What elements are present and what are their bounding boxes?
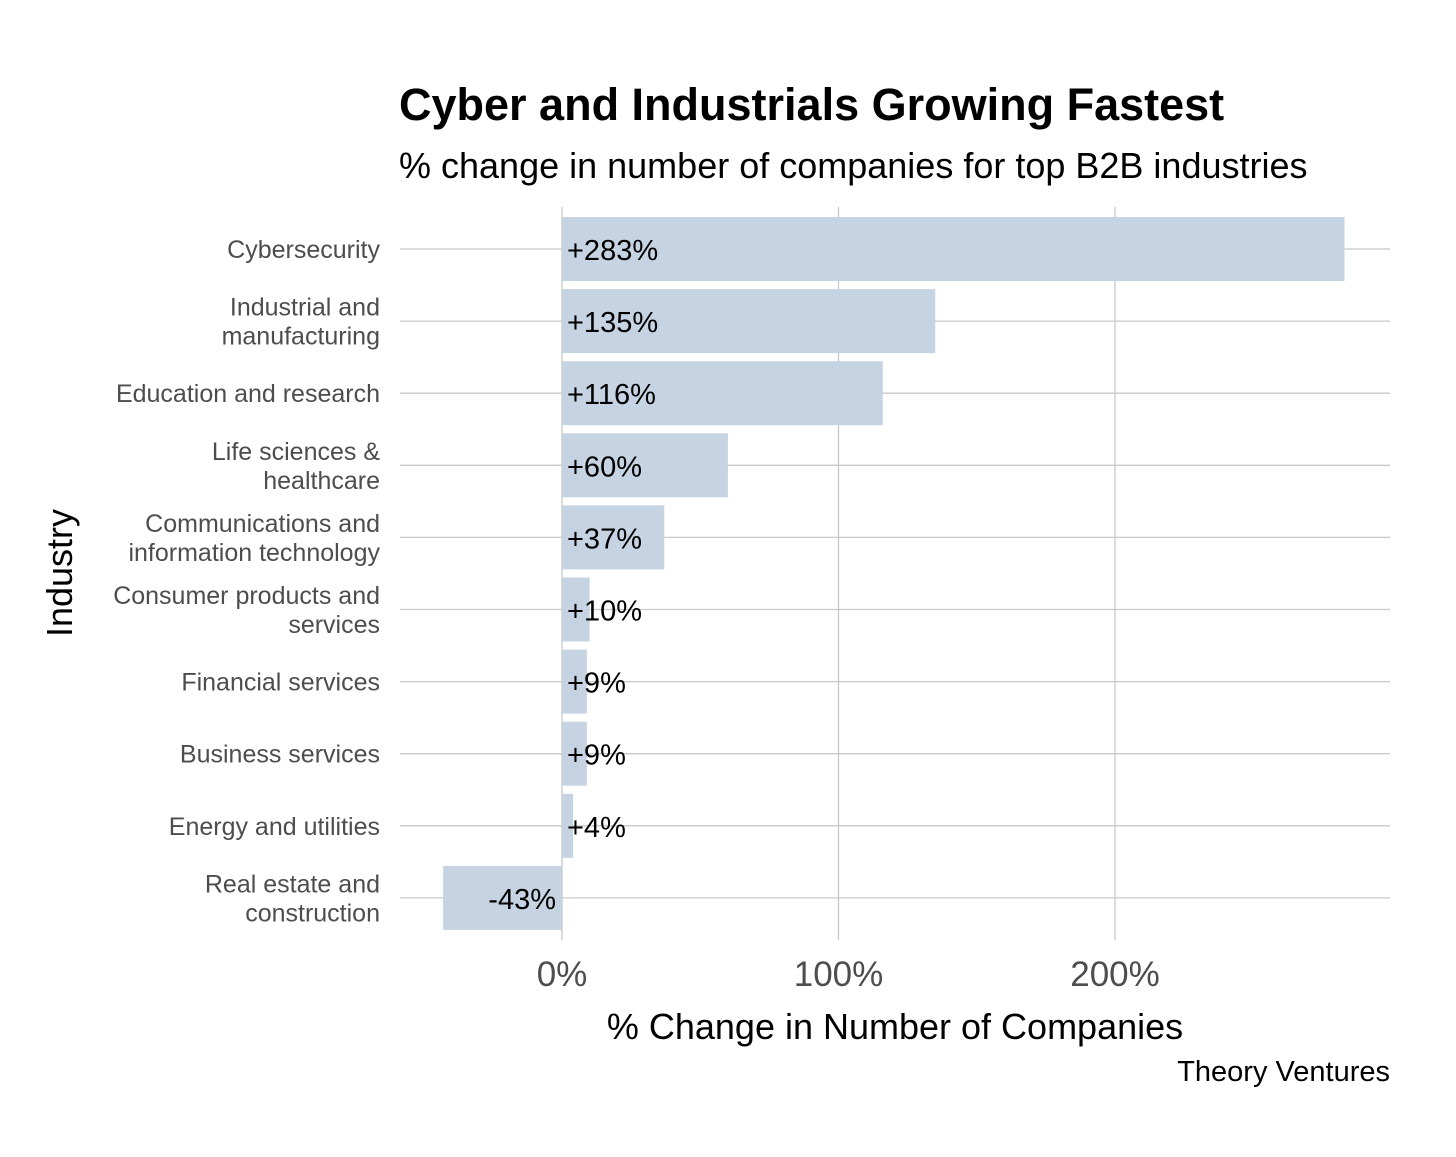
chart-caption: Theory Ventures (1177, 1056, 1390, 1088)
bar-layer (443, 217, 1345, 930)
x-tick-label: 200% (1070, 955, 1160, 994)
data-label: +9% (567, 740, 626, 772)
category-label: Industrial and (230, 294, 380, 322)
category-label: Consumer products and (113, 582, 380, 610)
bar (562, 217, 1345, 281)
bar (562, 289, 936, 354)
x-tick-labels: 0% 100% 200% (537, 955, 1160, 994)
category-label: Business services (180, 741, 380, 769)
category-label: Financial services (181, 669, 380, 697)
bar (562, 793, 574, 858)
category-label: Education and research (116, 380, 380, 408)
category-label: information technology (128, 539, 380, 567)
category-label: manufacturing (222, 323, 380, 351)
label-layer: +283% +135% +116% +60% +37% +10% +9% +9% +4% -43% (488, 235, 658, 916)
data-label: +116% (567, 379, 656, 411)
data-label: +37% (567, 523, 642, 555)
bar (562, 505, 665, 570)
data-label: -43% (488, 884, 556, 916)
category-label: Energy and utilities (169, 813, 380, 841)
x-tick-label: 100% (794, 955, 884, 994)
data-label: +60% (567, 451, 642, 483)
bar (562, 721, 587, 786)
data-label: +283% (567, 235, 658, 267)
category-label: healthcare (263, 467, 380, 495)
bar (562, 649, 587, 714)
bar (562, 361, 883, 426)
bar (562, 577, 590, 642)
bar (443, 865, 562, 930)
chart-title: Cyber and Industrials Growing Fastest (399, 79, 1224, 130)
category-labels: Cybersecurity Industrial andmanufacturing… (113, 236, 380, 927)
data-label: +4% (567, 812, 626, 844)
data-label: +135% (567, 307, 658, 339)
category-label: Cybersecurity (227, 236, 380, 264)
y-axis-title: Industry (39, 509, 80, 637)
category-label: Real estate and (205, 870, 380, 898)
chart-subtitle: % change in number of companies for top … (399, 145, 1308, 186)
category-label: Communications and (145, 510, 380, 538)
category-label: services (288, 611, 380, 639)
x-tick-label: 0% (537, 955, 588, 994)
bar (562, 433, 728, 498)
category-label: Life sciences & (212, 438, 380, 466)
x-axis-title: % Change in Number of Companies (607, 1006, 1183, 1047)
data-label: +9% (567, 668, 626, 700)
category-label: construction (245, 899, 380, 927)
data-label: +10% (567, 596, 642, 628)
